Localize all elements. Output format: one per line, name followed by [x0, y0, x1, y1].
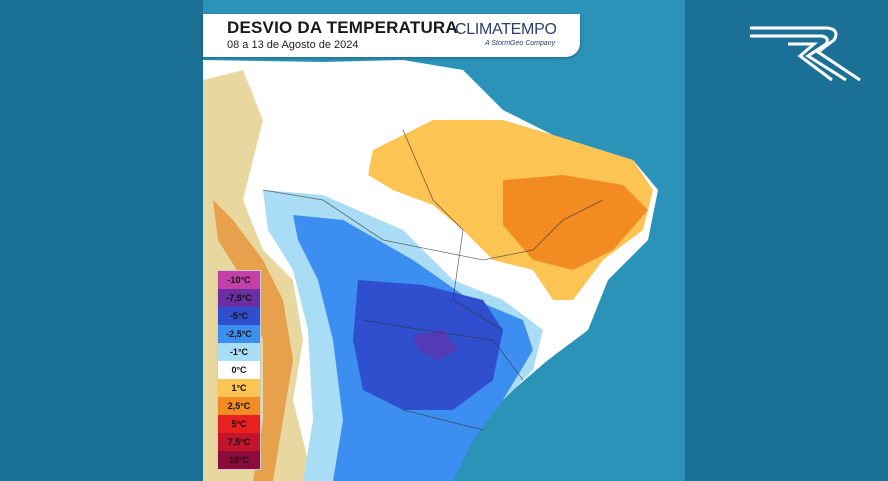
- logo: [750, 26, 861, 82]
- legend-entry: 10°C: [218, 451, 260, 469]
- legend-entry: -2,5°C: [218, 325, 260, 343]
- legend-entry: 2,5°C: [218, 397, 260, 415]
- title: DESVIO DA TEMPERATURA: [227, 18, 458, 37]
- brand-tagline: A StormGeo Company: [485, 40, 556, 47]
- legend-entry: -7,5°C: [218, 289, 260, 307]
- map: [203, 0, 685, 481]
- legend-entry: -1°C: [218, 343, 260, 361]
- subtitle: 08 a 13 de Agosto de 2024: [227, 39, 359, 51]
- legend-entry: 0°C: [218, 361, 260, 379]
- brand: CLIMATEMPO: [455, 21, 557, 38]
- header: DESVIO DA TEMPERATURA 08 a 13 de Agosto …: [203, 14, 580, 57]
- legend-entry: 1°C: [218, 379, 260, 397]
- legend-entry: 7,5°C: [218, 433, 260, 451]
- legend: -10°C -7,5°C -5°C -2,5°C -1°C 0°C 1°C 2,5°C 5°C 7…: [217, 270, 261, 470]
- legend-entry: -5°C: [218, 307, 260, 325]
- legend-entry: 5°C: [218, 415, 260, 433]
- legend-entry: -10°C: [218, 271, 260, 289]
